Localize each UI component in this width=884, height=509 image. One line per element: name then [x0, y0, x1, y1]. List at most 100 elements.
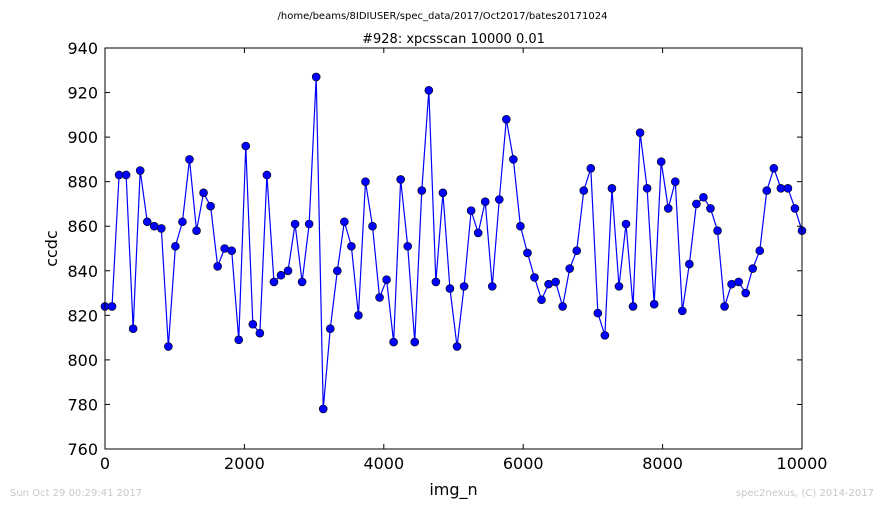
y-tick-label: 860 [67, 217, 98, 236]
data-point [213, 262, 222, 271]
data-point [164, 342, 173, 351]
y-tick-label: 820 [67, 306, 98, 325]
data-point [382, 275, 391, 284]
data-point [171, 241, 180, 251]
data-point [720, 302, 729, 311]
data-point [290, 219, 300, 229]
y-tick-label: 940 [67, 39, 98, 58]
x-tick-label: 8000 [642, 454, 683, 473]
data-point [663, 204, 673, 213]
data-point [607, 184, 617, 193]
data-point [368, 221, 377, 231]
data-point [628, 302, 638, 311]
x-tick-label: 0 [100, 454, 110, 473]
data-point [614, 282, 624, 291]
data-point [431, 277, 441, 287]
x-tick-label: 6000 [503, 454, 544, 473]
data-point [769, 164, 779, 173]
data-point [255, 328, 265, 338]
data-point [473, 228, 483, 238]
y-tick-label: 760 [67, 440, 98, 459]
data-point [269, 277, 279, 287]
data-point [656, 157, 666, 166]
data-point [459, 282, 469, 291]
data-point [142, 217, 152, 227]
data-point [502, 114, 511, 124]
data-point [318, 404, 328, 414]
data-point [678, 306, 687, 316]
data-point [516, 221, 525, 231]
y-tick-label: 880 [67, 173, 98, 192]
data-point [600, 331, 610, 340]
data-point [572, 246, 582, 256]
data-point [755, 246, 765, 256]
data-point [790, 204, 800, 213]
data-point [241, 141, 251, 151]
data-point [692, 199, 701, 209]
data-point [445, 284, 455, 293]
data-point [741, 288, 750, 298]
data-point [551, 277, 560, 287]
data-point [283, 266, 293, 276]
data-point [248, 319, 258, 329]
data-point [649, 299, 659, 309]
data-point [713, 226, 722, 235]
data-point [537, 295, 546, 305]
data-point [347, 241, 356, 251]
data-point [135, 166, 145, 175]
data-point [192, 226, 201, 235]
x-tick-label: 2000 [224, 454, 265, 473]
x-tick-label: 10000 [777, 454, 828, 473]
series-line [105, 76, 803, 409]
data-point [340, 217, 349, 227]
data-point [783, 184, 793, 193]
data-point [466, 206, 476, 215]
data-point [593, 308, 603, 318]
chart-title: #928: xpcsscan 10000 0.01 [362, 32, 545, 47]
data-point [699, 192, 708, 202]
data-point [494, 195, 504, 204]
data-point [417, 186, 427, 195]
timestamp-footer: Sun Oct 29 00:29:41 2017 [10, 488, 143, 499]
y-tick-label: 920 [67, 84, 98, 103]
data-point [227, 246, 237, 256]
data-point [297, 277, 307, 287]
data-point [333, 266, 342, 276]
data-point [530, 273, 539, 282]
data-point [480, 197, 490, 207]
data-point [311, 72, 321, 82]
data-point [748, 264, 758, 273]
data-point [325, 324, 335, 334]
data-point [234, 335, 244, 345]
data-point [438, 188, 448, 198]
data-point [509, 155, 518, 164]
copyright-footer: spec2nexus, (C) 2014-2017 [735, 488, 874, 499]
data-point [452, 342, 462, 351]
data-point [706, 204, 715, 213]
data-point [354, 311, 363, 320]
data-point [375, 293, 384, 302]
data-point [621, 219, 631, 229]
data-point [424, 86, 434, 95]
data-point [565, 264, 574, 273]
data-point [685, 259, 694, 269]
y-tick-label: 780 [67, 395, 98, 414]
y-tick-label: 900 [67, 128, 98, 147]
data-point [157, 224, 166, 233]
y-tick-label: 800 [67, 351, 98, 370]
data-point [178, 217, 187, 227]
plot-frame [104, 47, 803, 450]
data-point [579, 186, 589, 195]
data-point [361, 177, 370, 186]
data-point [304, 219, 314, 229]
chart-suptitle: /home/beams/8IDIUSER/spec_data/2017/Oct2… [278, 11, 608, 22]
data-point [410, 337, 420, 347]
x-axis-label: img_n [429, 480, 477, 500]
data-point [635, 128, 645, 137]
data-point [734, 277, 743, 287]
data-point [389, 337, 398, 347]
data-point [128, 324, 138, 334]
data-point [762, 186, 772, 195]
